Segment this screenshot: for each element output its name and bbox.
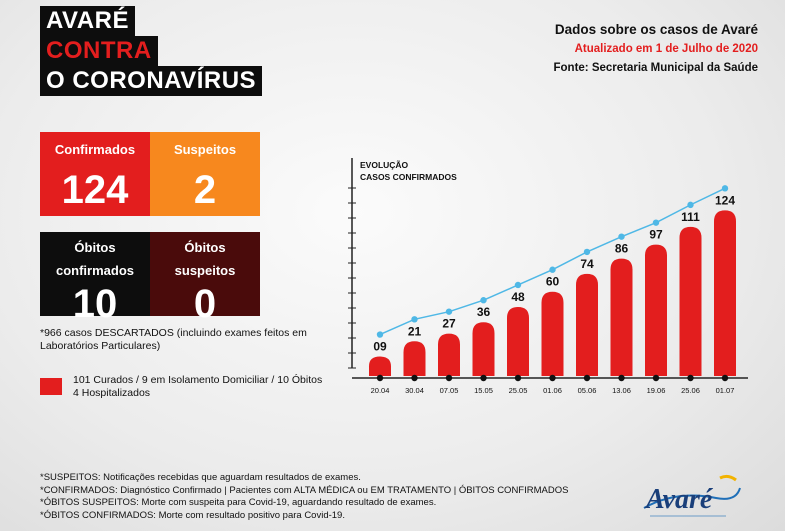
trend-point (652, 219, 660, 226)
title-line-1: AVARÉ (40, 6, 135, 36)
bar (645, 244, 667, 376)
avare-logo: Avaré (643, 474, 741, 517)
legend-swatch (40, 378, 62, 395)
data-label: 86 (615, 242, 629, 256)
bar (403, 341, 426, 376)
trend-point (618, 233, 625, 240)
note-3: *ÓBITOS SUSPEITOS: Morte com suspeita pa… (40, 497, 437, 508)
cases-chart: EVOLUÇÃO CASOS CONFIRMADOS 09 21 27 36 48 60 7… (348, 158, 748, 395)
data-label: 27 (442, 317, 456, 331)
card-obitos-suspeitos: Óbitos suspeitos 0 (150, 232, 260, 326)
data-label: 36 (477, 305, 491, 319)
x-tick-label: 20.04 (371, 386, 390, 395)
data-label: 60 (546, 275, 560, 289)
bar (507, 306, 529, 376)
trend-point (480, 297, 487, 304)
card-obitos-suspeitos-value: 0 (193, 282, 217, 326)
header-source: Fonte: Secretaria Municipal da Saúde (553, 62, 759, 74)
note-2: *CONFIRMADOS: Diagnóstico Confirmado | P… (40, 484, 569, 496)
legend-text: 101 Curados / 9 em Isolamento Domiciliar… (73, 374, 343, 400)
chart-title-line-2: CASOS CONFIRMADOS (360, 172, 457, 182)
x-tick-dot (583, 374, 591, 382)
card-obitos-suspeitos-label-2: suspeitos (174, 263, 236, 278)
x-tick-dot (549, 374, 556, 382)
data-label: 21 (408, 324, 422, 338)
x-tick-label: 15.05 (474, 386, 493, 395)
trend-point (376, 331, 384, 338)
card-obitos-confirmados-label-1: Óbitos (74, 240, 116, 255)
x-tick-label: 01.07 (716, 386, 735, 395)
x-tick-dot (376, 374, 384, 382)
card-confirmados: Confirmados 124 (40, 132, 150, 216)
x-tick-label: 07.05 (440, 386, 459, 395)
trend-point (721, 185, 729, 192)
chart-line (376, 185, 729, 338)
card-suspeitos-value: 2 (193, 168, 217, 212)
card-confirmados-label: Confirmados (54, 142, 136, 157)
legend-line-2: 4 Hospitalizados (73, 387, 151, 399)
chart-ticks: 20.04 30.04 07.05 15.05 25.05 01.06 05.06 13.06… (371, 374, 735, 395)
bar (472, 322, 495, 376)
bar (714, 210, 736, 376)
trend-point (445, 308, 453, 315)
x-tick-dot (514, 374, 522, 382)
chart-bars (369, 210, 736, 376)
x-tick-label: 25.06 (681, 386, 700, 395)
x-tick-dot (687, 374, 694, 382)
data-label: 124 (715, 193, 735, 207)
header-heading: Dados sobre os casos de Avaré (554, 22, 758, 37)
card-obitos-suspeitos-label-1: Óbitos (184, 240, 226, 255)
title-line-3: O CORONAVÍRUS (40, 66, 263, 96)
x-tick-dot (721, 374, 729, 382)
x-tick-label: 05.06 (578, 386, 597, 395)
trend-point (687, 201, 694, 209)
card-confirmados-value: 124 (61, 168, 129, 212)
x-tick-label: 13.06 (612, 386, 631, 395)
bar (369, 356, 391, 376)
x-tick-label: 25.05 (509, 386, 528, 395)
data-label: 111 (681, 210, 700, 224)
x-tick-label: 19.06 (647, 386, 666, 395)
header-updated: Atualizado em 1 de Julho de 2020 (574, 43, 758, 55)
note-1: *SUSPEITOS: Notificações recebidas que a… (40, 472, 361, 483)
legend-line-1: 101 Curados / 9 em Isolamento Domiciliar… (73, 374, 323, 386)
card-obitos-confirmados-label-2: confirmados (55, 263, 134, 278)
x-tick-label: 30.04 (405, 386, 424, 395)
trend-point (411, 316, 418, 323)
bar (438, 333, 460, 376)
trend-point (583, 248, 591, 256)
card-suspeitos-label: Suspeitos (173, 142, 237, 157)
x-tick-dot (618, 374, 625, 382)
note-4: *ÓBITOS CONFIRMADOS: Morte com resultado… (40, 509, 345, 521)
x-tick-dot (652, 374, 660, 382)
card-suspeitos: Suspeitos 2 (150, 132, 260, 216)
card-obitos-confirmados-value: 10 (72, 282, 118, 326)
chart-title-line-1: EVOLUÇÃO (360, 160, 409, 170)
chart-labels: 09 21 27 36 48 60 74 86 97 111 124 (373, 193, 735, 353)
x-tick-dot (411, 374, 418, 382)
x-tick-dot (480, 374, 487, 382)
notes: *SUSPEITOS: Notificações recebidas que a… (40, 472, 568, 522)
x-tick-dot (445, 374, 453, 382)
data-label: 97 (649, 228, 663, 242)
bar (610, 258, 633, 376)
bar (576, 273, 598, 376)
title-line-2: CONTRA (40, 36, 158, 66)
trend-point (514, 281, 522, 289)
card-obitos-confirmados: Óbitos confirmados 10 (40, 232, 150, 326)
data-label: 48 (511, 290, 525, 304)
svg-text:Avaré: Avaré (644, 484, 714, 515)
bar (679, 226, 702, 376)
data-label: 74 (580, 257, 594, 271)
bar (541, 291, 564, 376)
trend-point (549, 266, 556, 273)
descartados-note: *966 casos DESCARTADOS (incluindo exames… (40, 327, 307, 352)
x-tick-label: 01.06 (543, 386, 562, 395)
data-label: 09 (373, 340, 387, 354)
